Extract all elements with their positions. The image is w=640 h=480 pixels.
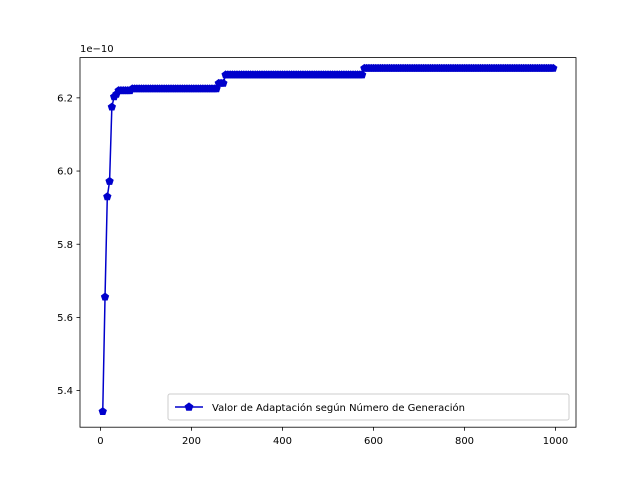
x-tick-label: 1000 — [543, 436, 568, 447]
legend-label: Valor de Adaptación según Número de Gene… — [212, 402, 465, 414]
axes-frame — [79, 57, 577, 428]
x-tick-label: 600 — [364, 436, 383, 447]
x-tick-label: 0 — [97, 436, 103, 447]
x-tick-label: 200 — [182, 436, 201, 447]
x-tick-label: 800 — [455, 436, 474, 447]
data-point — [549, 63, 558, 72]
y-tick-label: 5.6 — [57, 313, 73, 324]
legend-marker — [184, 402, 194, 411]
series-markers — [98, 63, 558, 416]
y-tick-label: 5.8 — [57, 240, 73, 251]
y-tick-label: 5.4 — [57, 386, 73, 397]
y-offset-label: 1e−10 — [80, 44, 114, 55]
legend-box — [167, 393, 570, 421]
series-layer — [98, 63, 558, 416]
data-point — [107, 102, 117, 111]
data-point — [357, 70, 367, 79]
plot-background — [80, 57, 576, 428]
data-point — [98, 407, 107, 416]
y-tick-label: 6.2 — [57, 93, 73, 104]
x-tick-label: 400 — [273, 436, 292, 447]
data-point — [103, 192, 112, 201]
axes-layer: 0 200 400 600 800 1000 5.4 5.6 5.8 6.0 6.2 — [57, 57, 577, 447]
legend: Valor de Adaptación según Número de Gene… — [167, 393, 570, 421]
data-point — [105, 176, 114, 185]
data-point — [100, 292, 110, 301]
data-point — [219, 78, 228, 87]
y-tick-label: 6.0 — [57, 167, 73, 178]
